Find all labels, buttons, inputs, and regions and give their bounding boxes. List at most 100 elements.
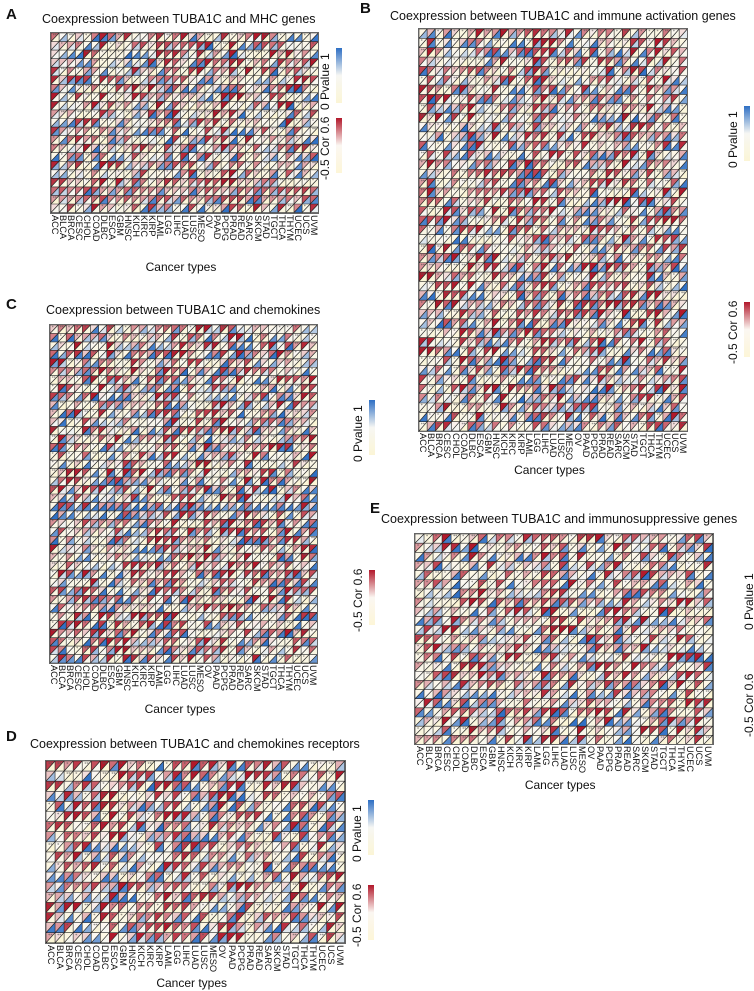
significance-stars: * — [207, 187, 209, 192]
significance-stars: ** — [93, 135, 97, 140]
pvalue-triangle — [156, 101, 165, 110]
pvalue-triangle — [451, 94, 460, 104]
significance-stars: * — [174, 33, 176, 38]
pvalue-triangle — [605, 141, 615, 151]
cor-triangle — [671, 141, 680, 151]
significance-stars: ** — [551, 67, 555, 72]
pvalue-triangle — [581, 131, 590, 142]
significance-stars: * — [502, 151, 504, 156]
significance-stars: * — [223, 33, 225, 38]
pvalue-triangle — [581, 85, 590, 95]
significance-stars: * — [445, 226, 447, 231]
significance-stars: * — [657, 141, 659, 146]
significance-stars: * — [101, 101, 103, 106]
cor-triangle — [427, 66, 436, 76]
cor-triangle — [662, 85, 672, 95]
significance-stars: * — [510, 338, 512, 343]
significance-stars: * — [681, 113, 683, 118]
significance-stars: * — [486, 310, 488, 315]
pvalue-triangle — [204, 204, 213, 213]
significance-stars: ** — [551, 123, 555, 128]
significance-stars: * — [280, 33, 282, 38]
significance-stars: ** — [592, 132, 596, 137]
cor-triangle — [435, 85, 444, 95]
cor-triangle — [204, 127, 213, 136]
significance-stars: * — [445, 282, 447, 287]
significance-stars: * — [575, 291, 577, 296]
cor-triangle — [475, 29, 485, 39]
pvalue-triangle — [597, 122, 606, 132]
pvalue-triangle — [156, 92, 165, 102]
significance-stars: * — [101, 127, 103, 132]
significance-stars: * — [166, 50, 168, 55]
cor-triangle — [75, 178, 84, 187]
significance-stars: ** — [61, 110, 65, 115]
significance-stars: * — [134, 187, 136, 192]
significance-stars: * — [453, 39, 455, 44]
significance-stars: * — [673, 216, 675, 221]
pvalue-triangle — [492, 141, 501, 151]
significance-stars: * — [600, 300, 602, 305]
cor-triangle — [427, 113, 436, 123]
significance-stars: ** — [101, 153, 105, 158]
significance-stars: * — [657, 76, 659, 81]
pvalue-triangle — [59, 41, 68, 51]
significance-stars: * — [583, 48, 585, 53]
significance-stars: * — [215, 101, 217, 106]
significance-stars: * — [575, 235, 577, 240]
significance-stars: ** — [304, 178, 308, 183]
significance-stars: ** — [429, 113, 433, 118]
significance-stars: ** — [470, 85, 474, 90]
significance-stars: * — [543, 113, 545, 118]
pvalue-triangle — [500, 141, 509, 151]
cor-triangle — [140, 109, 149, 119]
significance-stars: ** — [126, 118, 130, 123]
significance-stars: * — [551, 216, 553, 221]
significance-stars: * — [526, 76, 528, 81]
significance-stars: ** — [461, 57, 465, 62]
significance-stars: ** — [109, 101, 113, 106]
significance-stars: * — [575, 254, 577, 259]
cor-triangle — [427, 103, 436, 114]
pvalue-triangle — [500, 29, 509, 39]
pvalue-triangle — [565, 141, 574, 151]
significance-stars: ** — [85, 110, 89, 115]
significance-stars: * — [616, 169, 618, 174]
significance-stars: * — [461, 29, 463, 34]
pvalue-triangle — [164, 144, 173, 153]
pvalue-triangle — [51, 178, 60, 187]
significance-stars: ** — [640, 151, 644, 156]
significance-stars: ** — [255, 170, 259, 175]
pvalue-triangle — [221, 144, 230, 153]
cor-triangle — [638, 66, 647, 76]
significance-stars: ** — [600, 57, 604, 62]
significance-stars: * — [559, 235, 561, 240]
pvalue-triangle — [492, 113, 501, 123]
significance-stars: * — [280, 204, 282, 209]
cor-triangle — [435, 38, 444, 48]
significance-stars: ** — [657, 113, 661, 118]
significance-stars: ** — [304, 101, 308, 106]
cor-triangle — [638, 57, 647, 67]
cor-triangle — [132, 178, 141, 187]
significance-stars: * — [453, 328, 455, 333]
pvalue-triangle — [451, 159, 460, 170]
significance-stars: ** — [158, 50, 162, 55]
pvalue-triangle — [589, 141, 598, 151]
significance-stars: * — [453, 188, 455, 193]
significance-stars: * — [421, 328, 423, 333]
significance-stars: * — [470, 338, 472, 343]
pvalue-triangle — [565, 29, 574, 39]
pvalue-triangle — [508, 94, 517, 104]
significance-stars: * — [437, 300, 439, 305]
significance-stars: ** — [280, 58, 284, 63]
significance-stars: ** — [494, 104, 498, 109]
significance-stars: * — [231, 93, 233, 98]
significance-stars: * — [296, 195, 298, 200]
pvalue-triangle — [164, 58, 173, 68]
significance-stars: ** — [150, 101, 154, 106]
significance-stars: ** — [239, 144, 243, 149]
pvalue-triangle — [605, 66, 615, 76]
cor-triangle — [654, 131, 663, 142]
significance-stars: * — [551, 272, 553, 277]
